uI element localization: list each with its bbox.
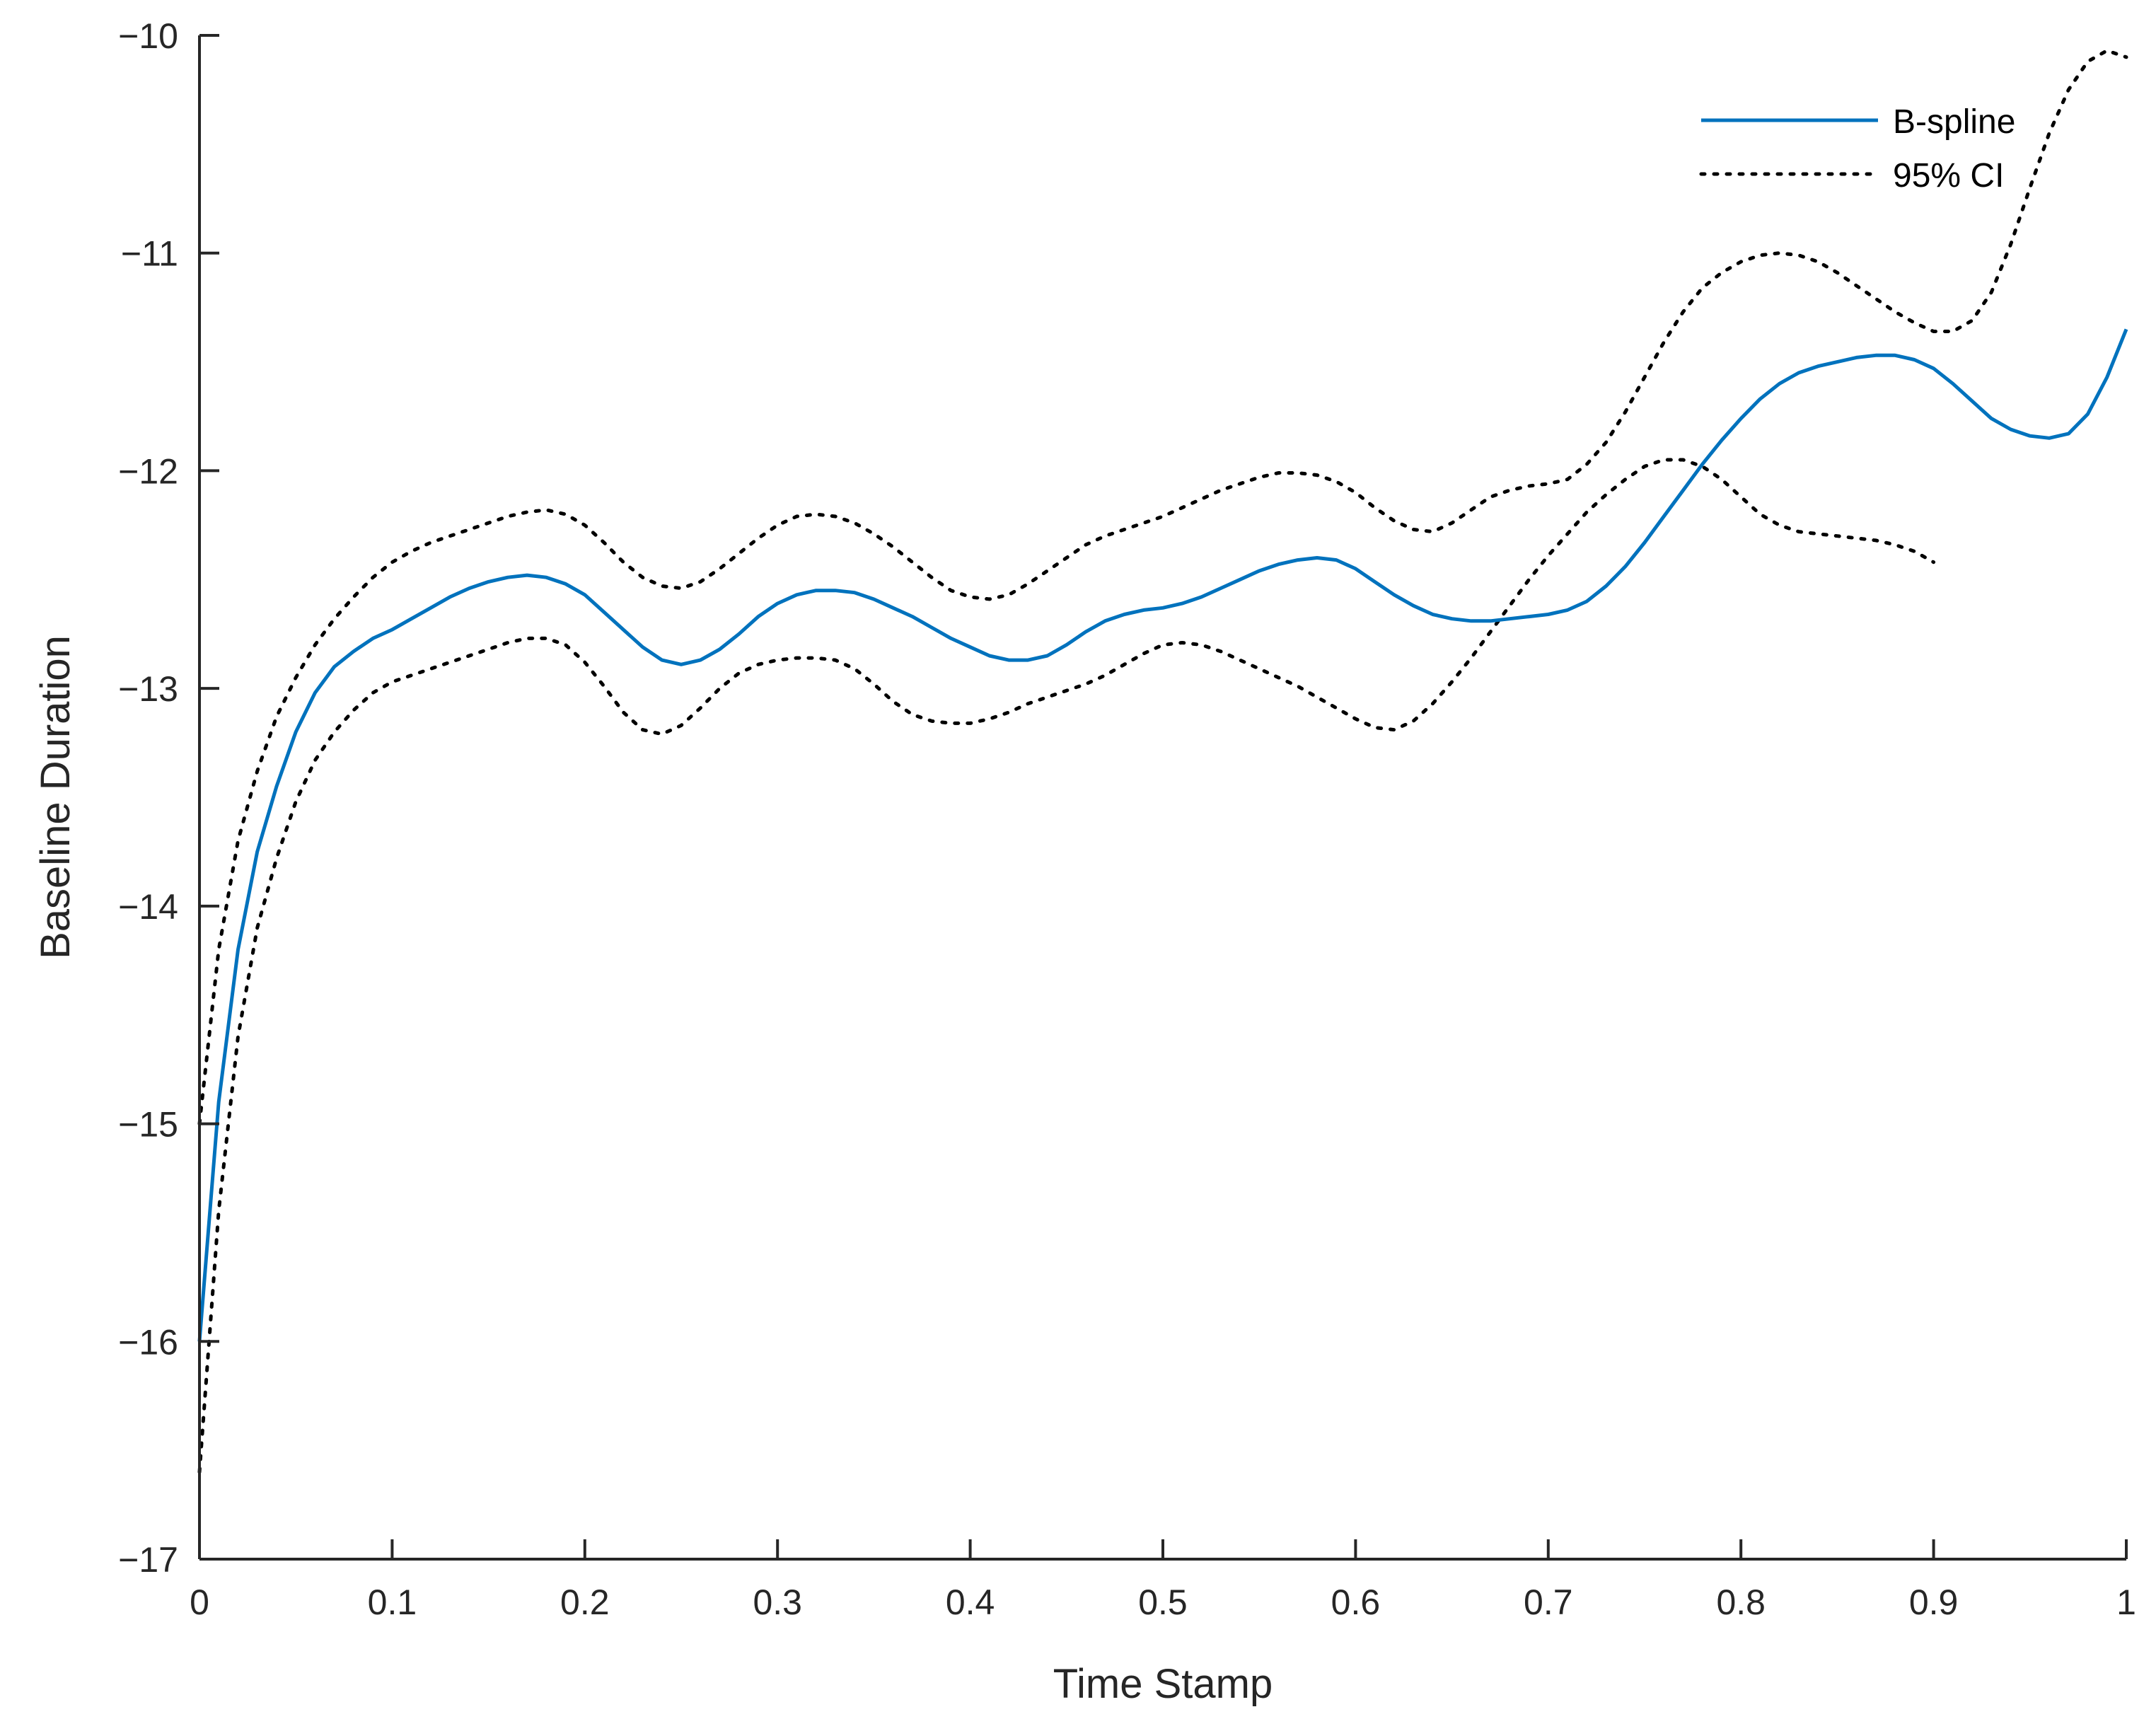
ci-lower-line bbox=[197, 458, 1936, 1474]
x-axis-title: Time Stamp bbox=[1053, 1661, 1273, 1707]
y-tick-label: −12 bbox=[118, 451, 178, 491]
y-tick-label: −11 bbox=[121, 234, 178, 274]
x-tick-label: 0.2 bbox=[560, 1582, 610, 1622]
y-ticks: −17 −16 −15 −14 −13 −12 −11 −10 bbox=[118, 16, 219, 1580]
x-tick-label: 1 bbox=[2116, 1582, 2136, 1622]
b-spline-line bbox=[197, 328, 2128, 1342]
x-ticks: 0 0.1 0.2 0.3 0.4 0.5 0.6 0.7 0.8 0.9 1 bbox=[190, 1539, 2136, 1622]
x-tick-label: 0 bbox=[190, 1582, 209, 1622]
axes bbox=[198, 35, 2126, 1561]
x-tick-label: 0.8 bbox=[1716, 1582, 1766, 1622]
x-tick-label: 0.4 bbox=[946, 1582, 995, 1622]
y-tick-label: −17 bbox=[118, 1540, 178, 1580]
x-tick-label: 0.1 bbox=[368, 1582, 417, 1622]
legend-label-b-spline: B-spline bbox=[1893, 103, 2015, 141]
x-tick-label: 0.6 bbox=[1331, 1582, 1381, 1622]
x-tick-label: 0.3 bbox=[753, 1582, 802, 1622]
y-tick-label: −10 bbox=[118, 16, 178, 56]
y-tick-label: −14 bbox=[118, 887, 178, 927]
x-tick-label: 0.9 bbox=[1909, 1582, 1959, 1622]
legend: B-spline 95% CI bbox=[1699, 103, 2015, 195]
ci-upper-line bbox=[197, 48, 2128, 1126]
x-tick-label: 0.5 bbox=[1138, 1582, 1188, 1622]
y-tick-label: −15 bbox=[118, 1105, 178, 1145]
x-tick-label: 0.7 bbox=[1524, 1582, 1573, 1622]
y-tick-label: −16 bbox=[118, 1322, 178, 1362]
plot-area bbox=[197, 48, 2128, 1474]
legend-label-95-ci: 95% CI bbox=[1893, 157, 2004, 195]
y-tick-label: −13 bbox=[118, 669, 178, 709]
y-axis-title: Baseline Duration bbox=[33, 635, 79, 959]
